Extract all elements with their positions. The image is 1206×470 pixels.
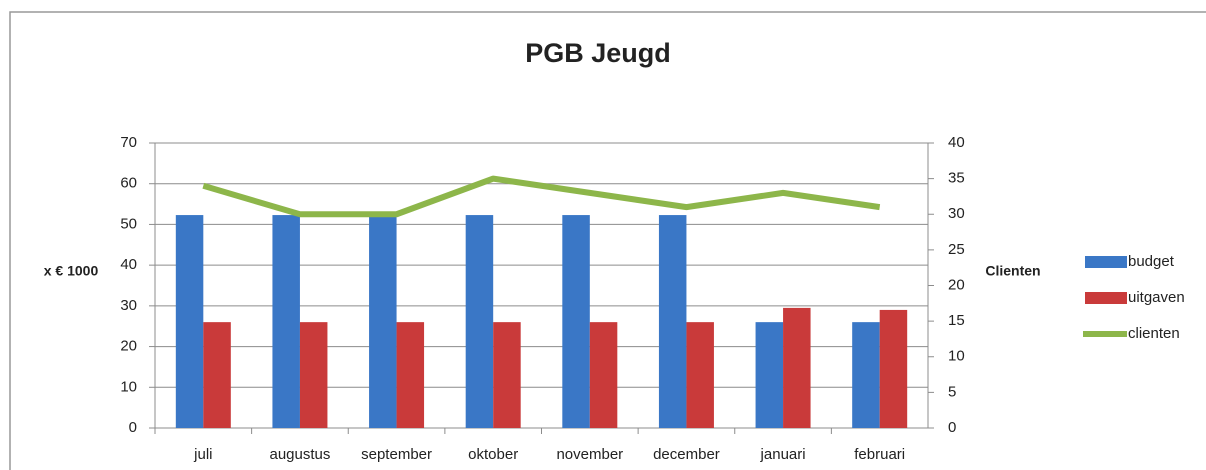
bar <box>562 215 590 428</box>
bar <box>589 322 618 428</box>
line <box>202 175 881 218</box>
y-tick-label: 10 <box>120 378 137 395</box>
x-tick-label: augustus <box>269 446 330 463</box>
bar <box>879 309 908 428</box>
y2-tick-label: 25 <box>948 241 965 258</box>
bar <box>203 322 231 428</box>
y2-tick-label: 40 <box>948 134 965 151</box>
x-tick-label: september <box>361 446 432 463</box>
legend-swatch <box>1085 256 1127 268</box>
x-tick-label: december <box>653 446 720 463</box>
bar <box>686 322 714 428</box>
y2-tick-label: 30 <box>948 205 965 222</box>
y2-tick-label: 5 <box>948 383 956 400</box>
legend-label: clienten <box>1128 325 1180 342</box>
chart-title: PGB Jeugd <box>525 38 671 68</box>
bar <box>465 215 494 428</box>
legend-swatch <box>1085 292 1127 304</box>
bar <box>175 215 204 428</box>
y-tick-label: 60 <box>120 175 137 192</box>
legend-label: budget <box>1128 253 1175 270</box>
bar <box>755 322 784 428</box>
y-tick-label: 0 <box>129 419 137 436</box>
y-tick-label: 70 <box>120 134 137 151</box>
chart-border <box>9 11 1206 470</box>
y-tick-label: 30 <box>120 297 137 314</box>
bar <box>783 307 811 428</box>
y2-tick-label: 0 <box>948 419 956 436</box>
bar <box>299 322 328 428</box>
x-tick-label: februari <box>854 446 905 463</box>
y2-tick-label: 20 <box>948 276 965 293</box>
legend-label: uitgaven <box>1128 289 1185 306</box>
bar <box>396 322 425 428</box>
y-axis-label: x € 1000 <box>44 263 99 279</box>
x-tick-label: oktober <box>468 446 518 463</box>
bar <box>493 322 521 428</box>
y2-tick-label: 35 <box>948 170 965 187</box>
x-tick-label: november <box>556 446 623 463</box>
bar <box>852 322 880 428</box>
x-tick-label: januari <box>760 446 806 463</box>
y-tick-label: 50 <box>120 215 137 232</box>
bar <box>272 215 300 428</box>
x-tick-label: juli <box>193 446 212 463</box>
y2-tick-label: 10 <box>948 348 965 365</box>
bar <box>658 215 687 428</box>
y-tick-label: 40 <box>120 256 137 273</box>
bar <box>369 215 397 428</box>
y-tick-label: 20 <box>120 338 137 355</box>
y2-tick-label: 15 <box>948 312 965 329</box>
y2-axis-label: Clienten <box>985 263 1040 279</box>
